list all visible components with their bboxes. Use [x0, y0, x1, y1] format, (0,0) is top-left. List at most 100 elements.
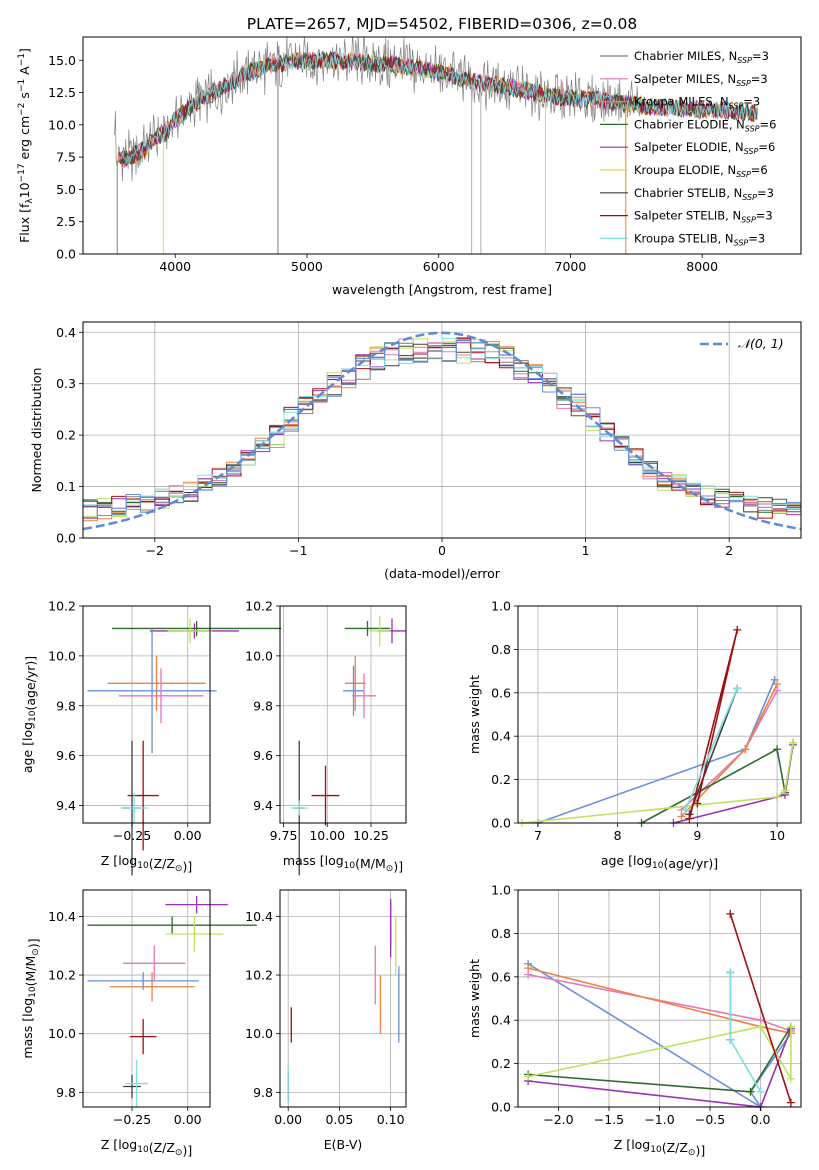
y-tick-label: 10.2 [48, 968, 76, 983]
y-tick-label: 5.0 [56, 182, 76, 197]
x-axis-label: Z [log10(Z/Z⊙)] [614, 1137, 705, 1158]
weight-point [681, 805, 690, 814]
y-tick-label: 9.4 [56, 798, 76, 813]
x-tick-label: 6000 [423, 259, 455, 274]
weight-point [789, 738, 798, 747]
y-tick-label: 0.2 [56, 428, 76, 443]
weight-point [693, 799, 702, 808]
y-tick-label: 0.0 [56, 531, 76, 546]
y-axis-label: mass weight [467, 675, 482, 754]
spectrum-panel: 4000 5000 6000 7000 8000 0.0 2.5 5.0 7.5 10.0 12.5… [17, 36, 802, 297]
y-tick-label: 10.0 [48, 1026, 76, 1041]
y-tick-label: 9.8 [56, 1085, 76, 1100]
y-tick-label: 0.2 [491, 772, 511, 787]
axes-frame [82, 889, 211, 1108]
x-tick-label: 0.00 [274, 1112, 302, 1127]
legend-entry: Salpeter ELODIE, NSSP=6 [634, 140, 775, 156]
y-axis-label: mass weight [467, 959, 482, 1038]
y-tick-label: 0.0 [491, 816, 511, 831]
y-tick-label: 0.4 [56, 325, 76, 340]
weight-point [773, 680, 782, 689]
x-tick-label: −1 [289, 543, 307, 558]
x-tick-label: 0.00 [174, 828, 202, 843]
legend-entry: Salpeter MILES, NSSP=3 [634, 72, 768, 88]
x-tick-label: −2 [146, 543, 164, 558]
gaussian-curve [83, 331, 801, 531]
x-tick-label: 0.00 [174, 1112, 202, 1127]
weight-point [786, 1074, 795, 1083]
y-tick-label: 9.4 [253, 798, 273, 813]
y-axis-label: Flux [fλ10−17 erg cm−2 s−1 A−1] [17, 48, 35, 243]
x-axis-label: age [log10(age/yr)] [601, 853, 718, 871]
weight-point [781, 786, 790, 795]
y-tick-label: 10.2 [245, 968, 273, 983]
x-tick-label: −1.0 [644, 1112, 674, 1127]
y-tick-label: 10.0 [245, 1026, 273, 1041]
x-tick-label: 1 [582, 543, 590, 558]
legend-entry: Kroupa MILES, NSSP=3 [634, 95, 760, 111]
x-tick-label: 8000 [686, 259, 718, 274]
weight-point [756, 1022, 765, 1031]
y-tick-label: 0.4 [491, 1013, 511, 1028]
histograms [83, 331, 801, 538]
weight-point [726, 1035, 735, 1044]
x-tick-label: −2.0 [543, 1112, 573, 1127]
weight-point [770, 675, 779, 684]
weight-point [741, 745, 750, 754]
y-axis-label: age [log10(age/yr)] [20, 656, 38, 773]
legend-entry: Salpeter STELIB, NSSP=3 [634, 209, 773, 225]
weight-series-line [521, 742, 794, 824]
weight-point [677, 812, 686, 821]
spectrum-lines [114, 37, 758, 254]
y-tick-label: 10.0 [48, 648, 76, 663]
axes-frame [82, 36, 802, 255]
y-tick-label: 0.3 [56, 376, 76, 391]
x-axis-label: mass [log10(M/M⊙)] [283, 853, 403, 874]
y-tick-label: 10.0 [245, 648, 273, 663]
y-tick-label: 10.4 [48, 909, 76, 924]
weight-point [786, 1022, 795, 1031]
y-tick-label: 2.5 [56, 214, 76, 229]
y-tick-label: 1.0 [491, 883, 511, 898]
x-tick-label: 2 [725, 543, 733, 558]
y-tick-label: 10.2 [245, 599, 273, 614]
age-vs-mass-panel: 9.75 10.00 10.25 9.4 9.6 9.8 10.0 10.2 mass [log… [245, 599, 407, 876]
weight-series-line [729, 913, 792, 1103]
weight-point [685, 814, 694, 823]
x-axis-label: wavelength [Angstrom, rest frame] [332, 282, 552, 297]
axes-frame [279, 889, 407, 1108]
x-tick-label: 9 [693, 828, 701, 843]
weight-point [733, 684, 742, 693]
x-axis-label: E(B-V) [324, 1137, 363, 1152]
x-tick-label: 8 [614, 828, 622, 843]
x-tick-label: 4000 [159, 259, 191, 274]
figure-title: PLATE=2657, MJD=54502, FIBERID=0306, z=0… [247, 15, 637, 33]
y-tick-label: 0.0 [491, 1100, 511, 1115]
weight-point [524, 1072, 533, 1081]
y-tick-label: 10.0 [48, 117, 76, 132]
x-tick-label: 7 [534, 828, 542, 843]
mass-vs-extinction-panel: 0.00 0.05 0.10 9.8 10.0 10.2 10.4 E(B-V) [245, 889, 407, 1152]
x-tick-label: −0.25 [113, 828, 151, 843]
x-tick-label: −1.5 [594, 1112, 624, 1127]
y-tick-label: 0.2 [491, 1056, 511, 1071]
x-axis-label: Z [log10(Z/Z⊙)] [101, 853, 192, 874]
y-tick-label: 0.6 [491, 685, 511, 700]
weight-point [773, 792, 782, 801]
weight-point [726, 968, 735, 977]
x-tick-label: 0.05 [325, 1112, 353, 1127]
weight-series-line [688, 629, 738, 819]
histogram-series [83, 340, 801, 538]
y-tick-label: 10.2 [48, 599, 76, 614]
y-tick-label: 12.5 [48, 85, 76, 100]
y-axis-label: mass [log10(M/M⊙)] [20, 938, 41, 1058]
y-tick-label: 9.8 [253, 1085, 273, 1100]
x-tick-label: 10.00 [309, 828, 345, 843]
y-tick-label: 9.6 [253, 748, 273, 763]
x-tick-label: −0.5 [695, 1112, 725, 1127]
mass-vs-metallicity-panel: −0.25 0.00 9.8 10.0 10.2 10.4 Z [log10(Z/Z⊙)] m… [20, 889, 257, 1158]
weight-point [524, 964, 533, 973]
weight-series-line [527, 1025, 792, 1082]
spectrum-model-line [118, 50, 757, 165]
